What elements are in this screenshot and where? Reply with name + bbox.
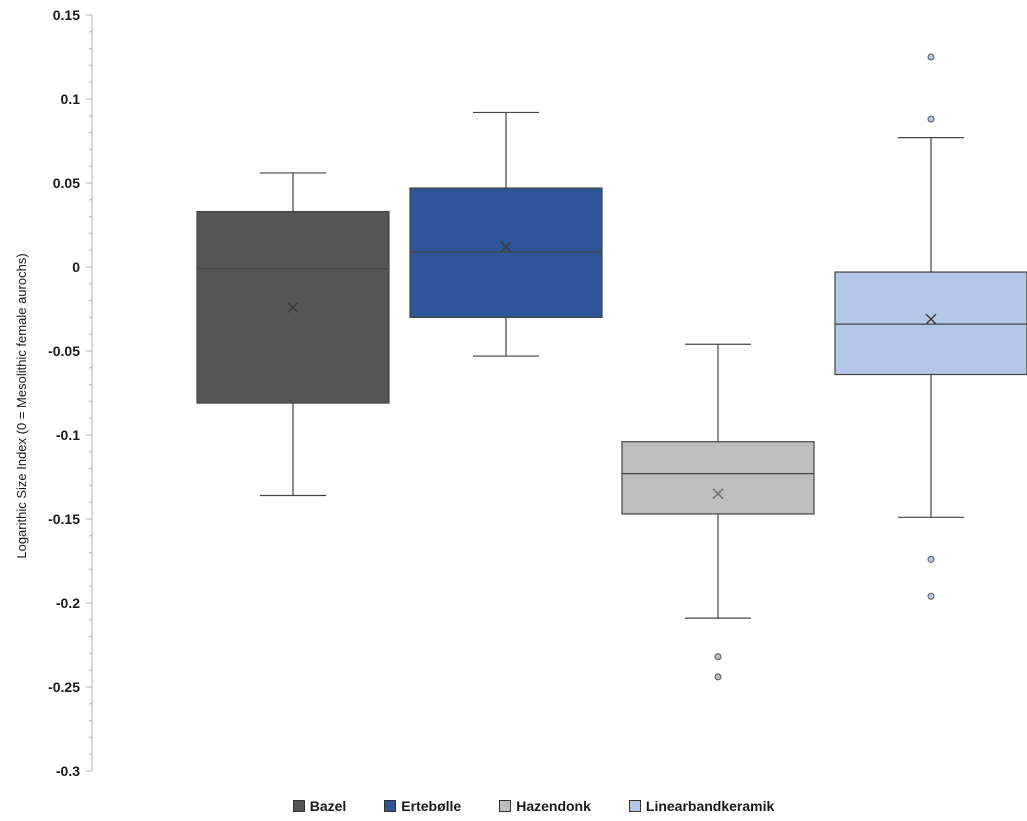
legend-swatch	[499, 800, 512, 812]
y-tick-label: 0.15	[53, 7, 80, 23]
mean-marker	[712, 488, 724, 500]
y-tick-label: -0.2	[56, 595, 80, 611]
legend-item: Hazendonk	[499, 798, 591, 814]
box-ertebølle	[409, 111, 603, 357]
legend-label: Linearbandkeramik	[645, 798, 775, 814]
box-rect	[621, 441, 815, 515]
y-tick-label: -0.15	[48, 511, 80, 527]
boxes	[196, 53, 1027, 681]
y-tick-label: 0	[72, 259, 80, 275]
legend-item: Ertebølle	[384, 798, 461, 814]
outlier-point	[714, 673, 722, 681]
y-tick-label: 0.05	[53, 175, 80, 191]
box-bazel	[196, 172, 390, 497]
legend-swatch	[292, 800, 305, 812]
y-axis-title: Logarithic Size Index (0 = Mesolithic fe…	[14, 253, 29, 558]
outlier-point	[714, 653, 722, 661]
outlier-point	[927, 555, 935, 563]
mean-marker	[500, 241, 512, 253]
legend-label: Bazel	[309, 798, 347, 814]
legend-swatch	[384, 800, 397, 812]
y-tick-label: -0.1	[56, 427, 80, 443]
y-tick-label: -0.3	[56, 763, 80, 779]
y-tick-label: 0.1	[61, 91, 81, 107]
box-plot-chart: 0.150.10.050-0.05-0.1-0.15-0.2-0.25-0.3 …	[14, 7, 1027, 779]
box-rect	[409, 187, 603, 318]
legend-item: Bazel	[292, 798, 347, 814]
mean-marker	[925, 313, 937, 325]
box-hazendonk	[621, 343, 815, 681]
y-tick-label: -0.25	[48, 679, 80, 695]
legend-label: Ertebølle	[401, 798, 462, 814]
legend-swatch	[628, 800, 641, 812]
legend-label: Hazendonk	[516, 798, 591, 814]
mean-marker	[287, 301, 299, 313]
outlier-point	[927, 592, 935, 600]
box-linearbandkeramik	[834, 53, 1027, 600]
legend: Bazel Ertebølle Hazendonk Linearbandkeramik	[0, 798, 1027, 814]
y-tick-label: -0.05	[48, 343, 80, 359]
y-axis: 0.15 0.1 0.05 0 -0.05 -0.1 -0.15 -0.2 -0.25 -0.3	[48, 7, 93, 779]
legend-item: Linearbandkeramik	[628, 798, 775, 814]
box-rect	[834, 271, 1027, 376]
outlier-point	[927, 53, 935, 61]
outlier-point	[927, 115, 935, 123]
